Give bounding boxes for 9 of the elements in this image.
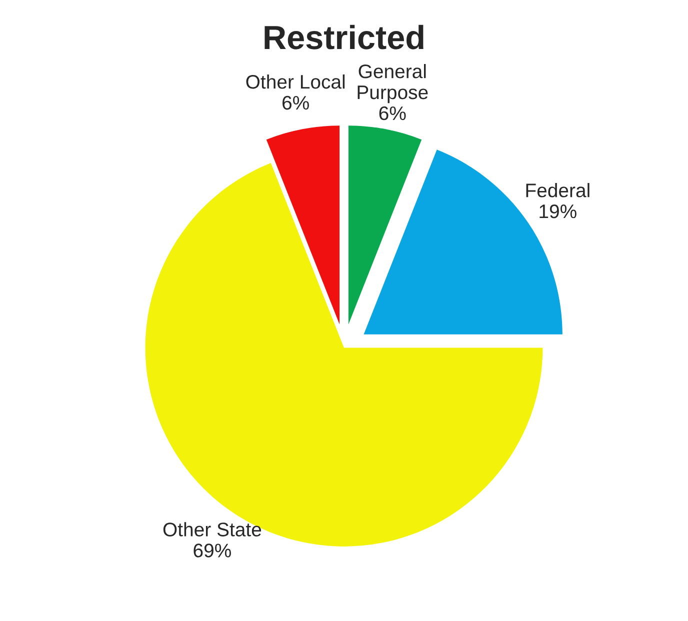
data-label: 19% [540, 204, 576, 218]
slice-label: Other State [163, 522, 262, 536]
slice-label: Other Local [246, 74, 345, 89]
slice-label: General Purpose [358, 64, 428, 104]
data-label: 6% [282, 96, 309, 110]
data-label: 6% [379, 106, 406, 120]
slice-label: Federal [526, 183, 590, 198]
data-label: 69% [194, 544, 231, 558]
chart-title: Restricted [264, 24, 424, 50]
